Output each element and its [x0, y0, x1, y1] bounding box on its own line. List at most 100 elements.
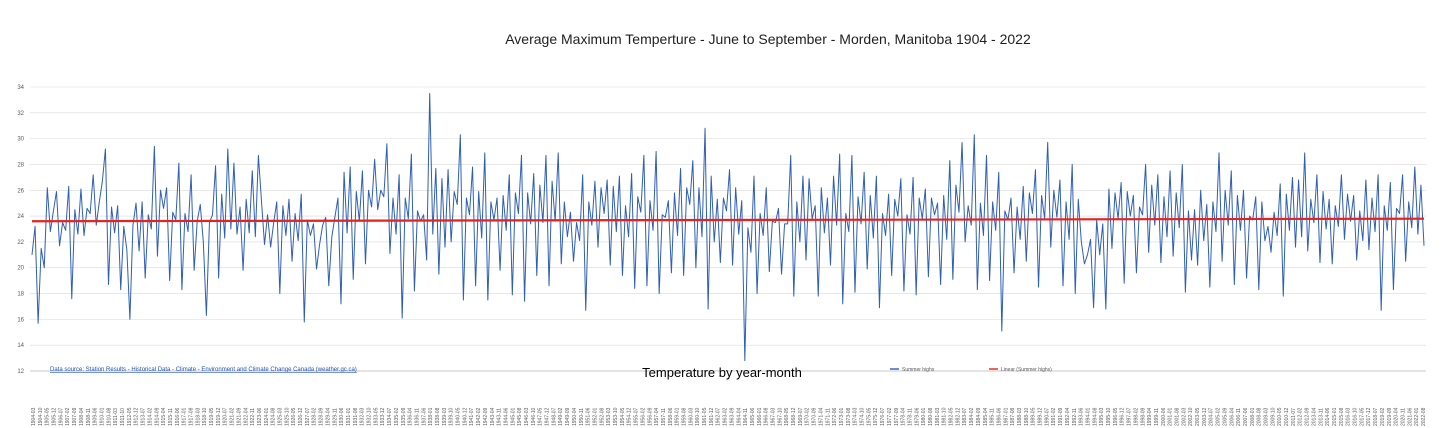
x-tick-label: 1905-05 [45, 407, 51, 426]
x-tick-label: 1924-08 [271, 407, 277, 426]
x-tick-label: 1968-05 [784, 407, 790, 426]
x-tick-label: 1926-12 [298, 407, 304, 426]
x-tick-label: 1953-10 [613, 407, 619, 426]
data-source-link[interactable]: Data source: Station Results - Historica… [50, 367, 357, 373]
x-tick-label: 1936-11 [414, 408, 420, 426]
x-tick-label: 1976-07 [880, 407, 886, 426]
x-tick-label: 1918-03 [195, 407, 201, 426]
x-tick-label: 1975-05 [866, 407, 872, 426]
x-tick-label: 1928-02 [312, 407, 318, 426]
x-tick-label: 1970-09 [812, 407, 818, 426]
x-tick-label: 1910-08 [106, 407, 112, 426]
x-tick-label: 1990-07 [1044, 407, 1050, 426]
x-tick-label: 1977-02 [887, 407, 893, 426]
x-tick-label: 1997-07 [1127, 407, 1133, 426]
x-tick-label: 2020-11 [1400, 408, 1406, 426]
x-tick-label: 2004-07 [1209, 407, 1215, 426]
x-tick-label: 1954-12 [627, 407, 633, 426]
x-tick-label: 1925-10 [284, 407, 290, 426]
x-tick-label: 2002-03 [1181, 407, 1187, 426]
x-tick-label: 1935-02 [394, 407, 400, 426]
x-tick-label: 1939-03 [442, 407, 448, 426]
x-tick-label: 1957-04 [654, 407, 660, 426]
x-tick-label: 1925-03 [278, 407, 284, 426]
x-tick-label: 2017-05 [1359, 407, 1365, 426]
x-tick-label: 1914-09 [154, 407, 160, 426]
x-tick-label: 1937-06 [421, 407, 427, 426]
x-tick-label: 1956-09 [647, 407, 653, 426]
x-tick-label: 1963-02 [723, 407, 729, 426]
y-tick-label: 30 [17, 137, 24, 143]
x-tick-label: 1960-03 [688, 407, 694, 426]
x-tick-label: 1917-01 [182, 407, 188, 426]
x-tick-label: 1921-09 [236, 407, 242, 426]
x-tick-label: 2019-09 [1387, 407, 1393, 426]
gridlines [30, 86, 1426, 372]
y-tick-label: 24 [17, 214, 24, 220]
x-tick-label: 2003-12 [1202, 407, 1208, 426]
x-tick-label: 1922-11 [250, 408, 256, 426]
x-tick-label: 1946-03 [524, 407, 530, 426]
x-tick-label: 1905-12 [52, 407, 58, 426]
x-tick-label: 2016-03 [1346, 407, 1352, 426]
x-tick-label: 1964-11 [743, 408, 749, 426]
x-tick-label: 1929-11 [332, 408, 338, 426]
x-tick-label: 1949-09 [565, 407, 571, 426]
x-tick-label: 2006-04 [1229, 407, 1235, 426]
x-tick-label: 1975-12 [873, 407, 879, 426]
x-tick-label: 1950-11 [579, 408, 585, 426]
x-tick-label: 1921-02 [230, 407, 236, 426]
x-tick-label: 1924-01 [264, 407, 270, 426]
x-tick-label: 1915-11 [168, 408, 174, 426]
x-tick-label: 1998-02 [1133, 407, 1139, 426]
x-tick-label: 2001-01 [1168, 407, 1174, 426]
x-tick-label: 1986-06 [996, 407, 1002, 426]
x-tick-label: 1989-05 [1031, 407, 1037, 426]
x-tick-label: 1947-05 [538, 407, 544, 426]
x-tick-label: 1992-04 [1065, 407, 1071, 426]
x-tick-label: 1939-10 [449, 407, 455, 426]
x-tick-label: 1931-01 [346, 407, 352, 426]
x-tick-label: 1978-04 [901, 407, 907, 426]
y-tick-label: 14 [17, 343, 24, 349]
x-tick-label: 1928-09 [319, 407, 325, 426]
x-tick-label: 1970-02 [805, 407, 811, 426]
x-tick-label: 1962-07 [716, 407, 722, 426]
x-tick-label: 1904-03 [31, 407, 37, 426]
x-tick-label: 2022-08 [1421, 407, 1427, 426]
y-tick-label: 16 [17, 317, 24, 323]
x-tick-label: 1963-09 [729, 407, 735, 426]
x-tick-label: 1991-02 [1051, 407, 1057, 426]
x-tick-label: 2010-05 [1277, 407, 1283, 426]
x-tick-label: 2009-03 [1264, 407, 1270, 426]
x-tick-label: 1917-08 [188, 407, 194, 426]
x-tick-label: 1952-08 [599, 407, 605, 426]
x-tick-label: 1995-03 [1099, 407, 1105, 426]
x-tick-label: 1960-10 [695, 407, 701, 426]
x-tick-label: 1994-01 [1085, 407, 1091, 426]
x-tick-label: 1907-02 [65, 407, 71, 426]
x-tick-label: 1980-08 [928, 407, 934, 426]
x-tick-label: 1935-09 [401, 407, 407, 426]
x-tick-label: 1904-10 [38, 407, 44, 426]
x-tick-label: 1945-01 [510, 407, 516, 426]
x-tick-label: 2013-11 [1318, 408, 1324, 426]
x-tick-label: 2005-09 [1222, 407, 1228, 426]
x-tick-label: 1966-01 [757, 407, 763, 426]
x-tick-label: 2001-08 [1174, 407, 1180, 426]
x-tick-label: 1906-07 [58, 407, 64, 426]
x-tick-label: 1945-08 [517, 407, 523, 426]
x-tick-label: 1931-08 [353, 407, 359, 426]
x-tick-label: 2015-01 [1332, 407, 1338, 426]
x-tick-label: 1973-08 [846, 407, 852, 426]
x-tick-label: 1948-07 [551, 407, 557, 426]
x-tick-label: 1984-09 [976, 407, 982, 426]
x-tick-label: 1912-05 [127, 407, 133, 426]
x-tick-label: 2017-12 [1366, 407, 1372, 426]
x-tick-label: 1919-12 [216, 407, 222, 426]
x-tick-label: 1908-04 [79, 407, 85, 426]
x-tick-label: 1987-08 [1010, 407, 1016, 426]
x-tick-label: 2002-10 [1188, 407, 1194, 426]
x-tick-label: 1961-12 [709, 407, 715, 426]
x-tick-label: 1911-10 [120, 408, 126, 426]
